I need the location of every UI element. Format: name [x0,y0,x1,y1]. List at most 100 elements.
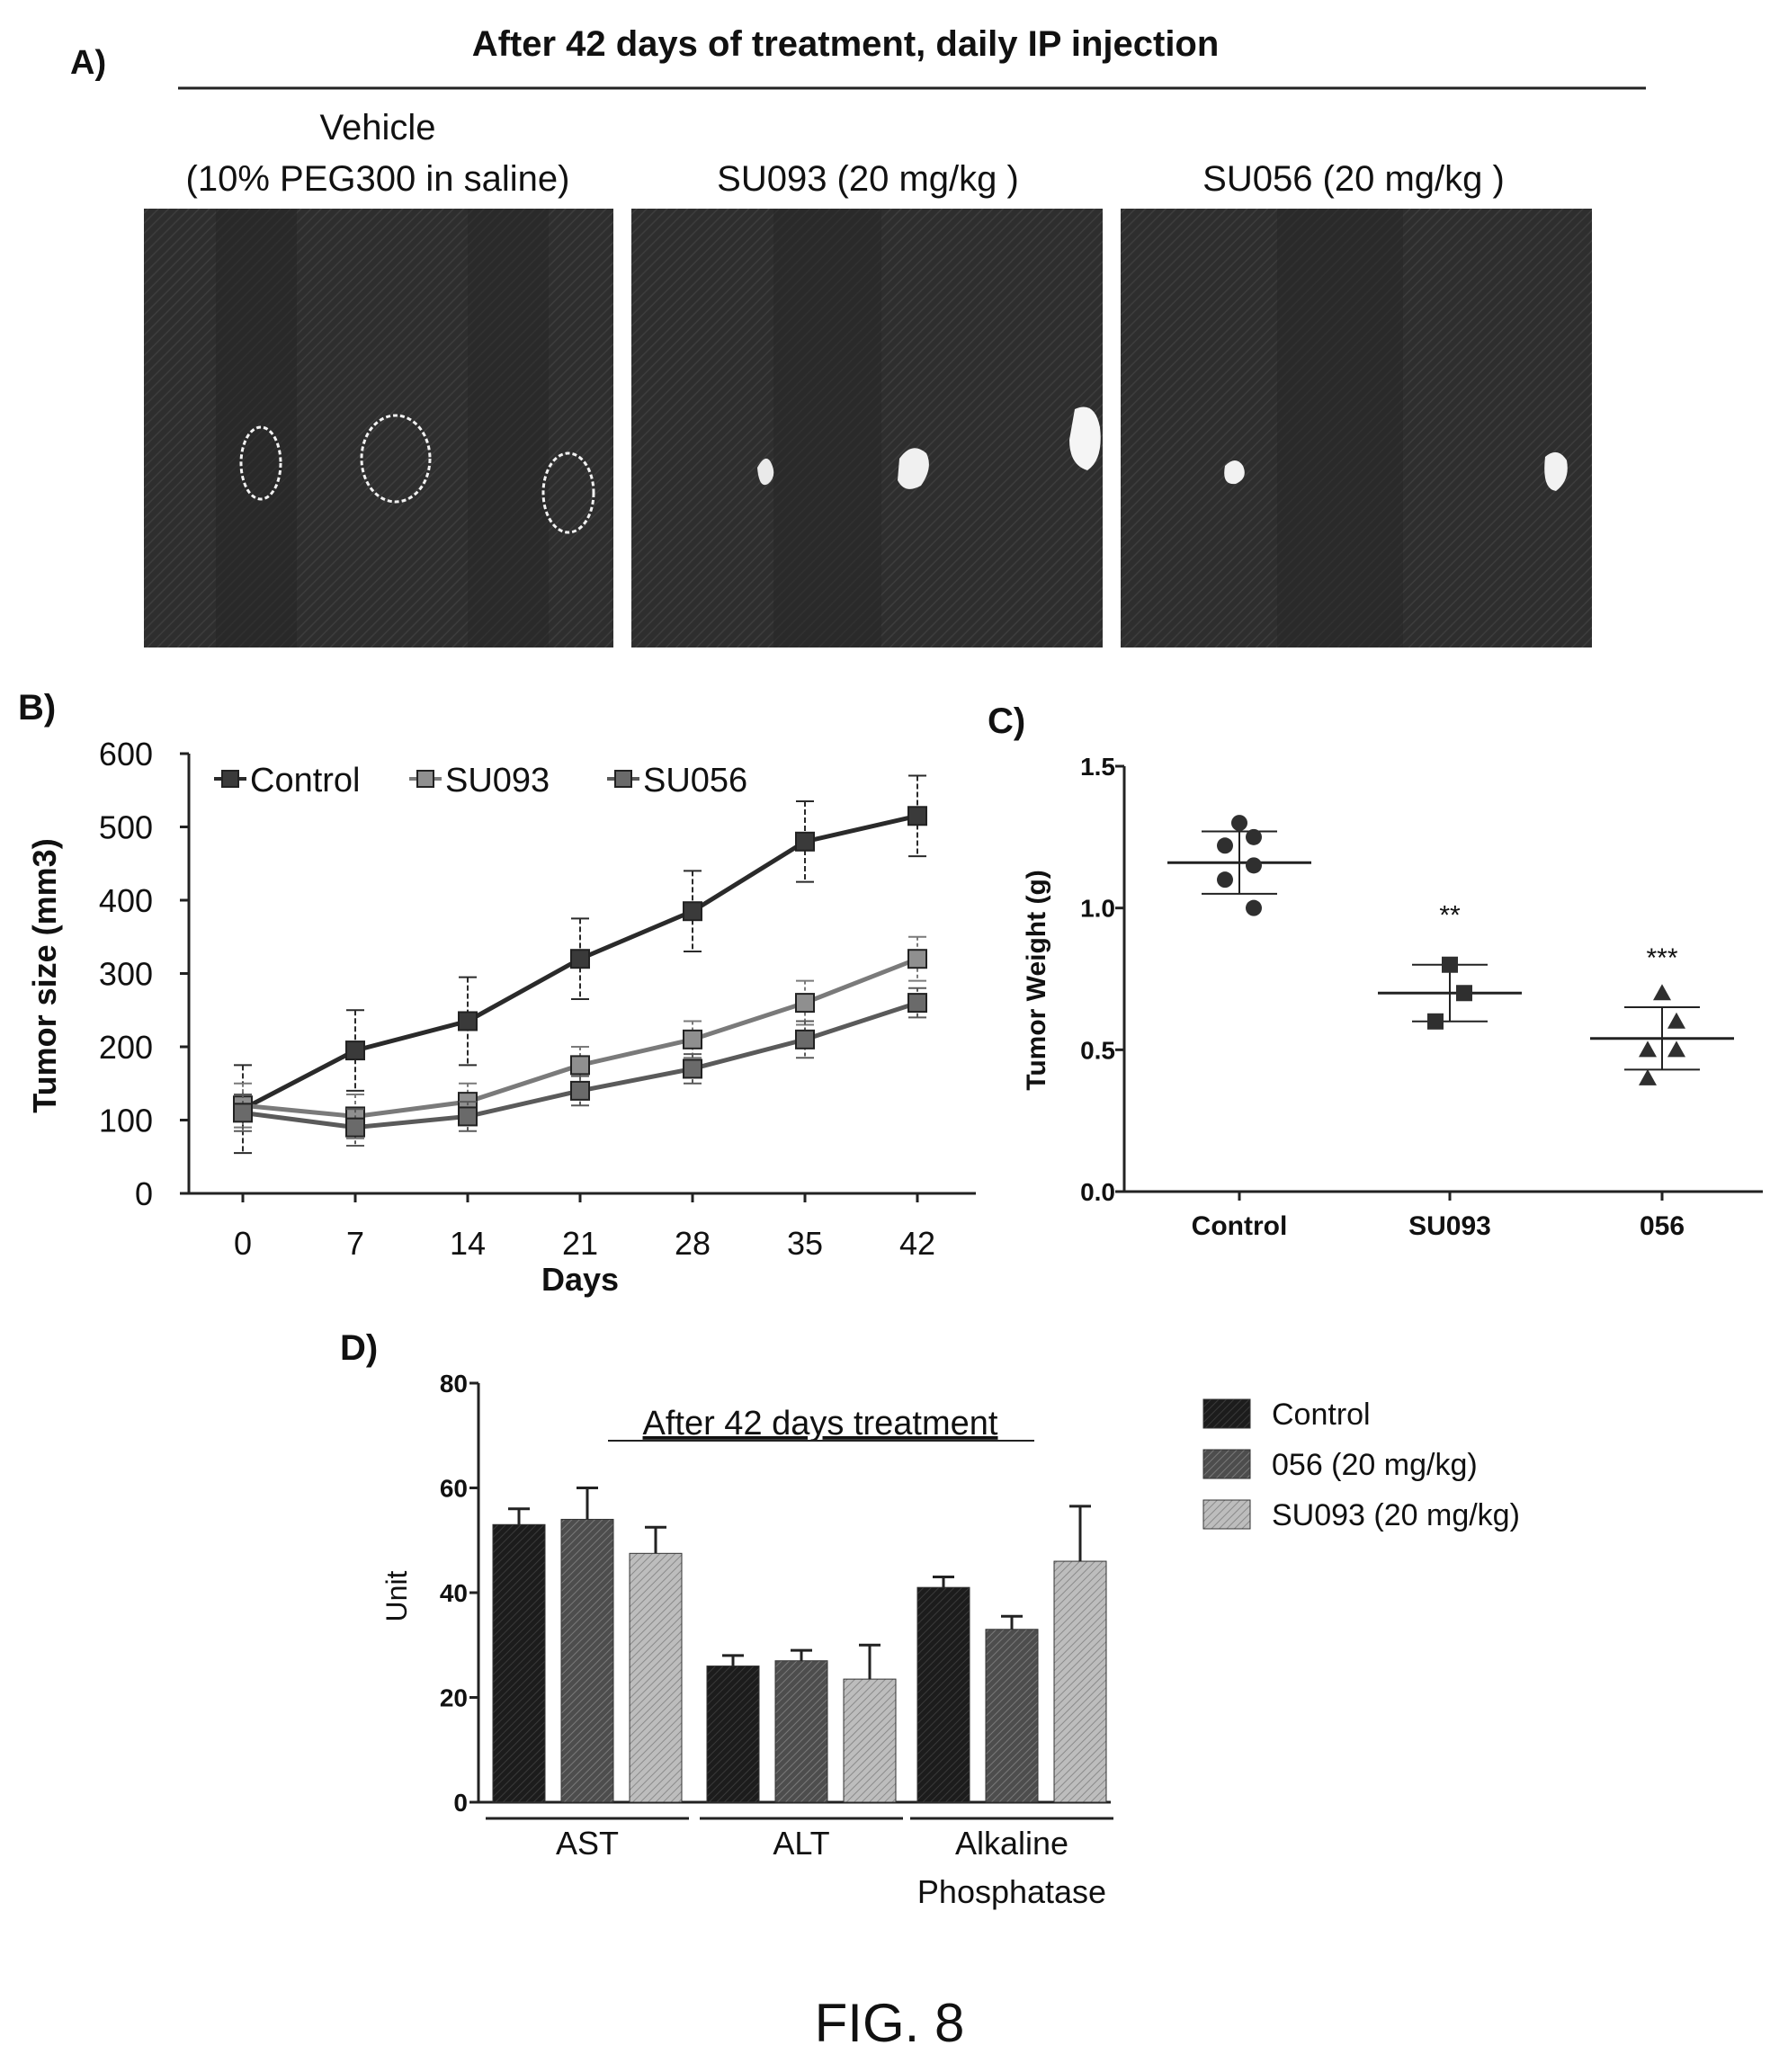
bar-alt [843,1678,897,1803]
data-point [907,993,927,1014]
bar-alt [706,1666,760,1803]
group-label-su093: SU093 (20 mg/kg ) [717,159,1019,199]
y-tick-label: 40 [440,1579,468,1607]
y-tick-label: 400 [99,882,153,919]
group-056: *** [1590,943,1734,1085]
legend-swatch [1202,1398,1251,1429]
panel-b-y-axis-label: Tumor size (mm3) [26,838,63,1112]
y-tick-label: 60 [440,1475,468,1503]
y-tick-label: 1.0 [1080,895,1115,923]
x-tick-label: 28 [675,1225,711,1262]
bar-ast [560,1518,614,1803]
data-point [1667,1012,1685,1029]
significance-marker: ** [1439,901,1461,931]
data-point [1217,871,1233,889]
group-control [1167,815,1311,916]
legend-marker [221,770,239,788]
data-point [1231,815,1247,832]
panel-c-y-axis-label: Tumor Weight (g) [1022,870,1051,1091]
panel-b-x-axis-label: Days [541,1261,619,1298]
data-point [1456,985,1472,1002]
y-tick-label: 600 [99,736,153,773]
x-tick-label: 0 [234,1225,252,1262]
data-point [458,1106,478,1127]
y-tick-label: 20 [440,1684,468,1712]
panel-d: D) After 42 days treatment Unit 0 20 40 60 8… [340,1328,1520,1910]
data-point [1246,857,1262,874]
data-point [1639,1068,1657,1085]
y-tick-label: 0 [453,1789,468,1817]
bar-ast [629,1552,683,1803]
y-tick-label: 300 [99,956,153,993]
data-point [795,993,815,1014]
x-tick-label: 056 [1640,1211,1685,1241]
tumor-mark [1069,406,1101,470]
x-tick-label: 35 [787,1225,823,1262]
x-tick-label: 14 [450,1225,486,1262]
data-point [683,901,702,922]
data-point [570,949,590,969]
panel-d-title: After 42 days treatment [643,1405,998,1442]
group-label-su056: SU056 (20 mg/kg ) [1202,159,1505,199]
panel-b: B) Tumor size (mm3) Days 0 100 200 300 400 50… [18,688,976,1298]
group-label-line2: Phosphatase [917,1873,1106,1910]
group-label-vehicle-line1: Vehicle [320,108,436,147]
series-control [233,774,927,1155]
bar-ast [492,1523,546,1803]
data-point [1246,828,1262,845]
x-tick-label: 7 [346,1225,364,1262]
legend-label-control: Control [250,762,361,799]
bar-alkaline-phosphatase [985,1629,1039,1803]
data-point [683,1029,702,1049]
data-point [1427,1013,1444,1030]
data-point [1639,1040,1657,1058]
y-tick-label: 200 [99,1029,153,1066]
tumor-mark [898,448,929,489]
panel-c-label: C) [988,701,1025,741]
data-point [1667,1040,1685,1058]
data-point [345,1040,365,1061]
x-tick-label: SU093 [1408,1211,1491,1241]
data-point [345,1117,365,1138]
figure-label: FIG. 8 [815,1993,965,2053]
data-point [1217,837,1233,854]
group-label-vehicle-line2: (10% PEG300 in saline) [186,159,570,199]
panel-c: C) Tumor Weight (g) 0.0 0.5 1.0 1.5 Control… [988,701,1763,1241]
photo-su056 [1121,209,1592,648]
y-tick-label: 0.5 [1080,1036,1115,1064]
series-su056 [233,987,927,1148]
data-point [795,831,815,852]
panel-d-label: D) [340,1328,378,1368]
group-label: ALT [773,1825,829,1862]
group-label: Alkaline [955,1825,1068,1862]
legend-swatch [1202,1499,1251,1530]
tumor-mark [757,458,774,486]
data-point [907,949,927,969]
data-point [907,806,927,826]
panel-b-label: B) [18,688,56,728]
y-tick-label: 100 [99,1103,153,1139]
photo-su093 [631,209,1103,648]
legend-label: Control [1272,1398,1371,1432]
bar-alkaline-phosphatase [1053,1560,1107,1803]
y-tick-label: 0.0 [1080,1178,1115,1206]
tumor-outline [360,414,432,504]
data-point [458,1011,478,1032]
photo-vehicle [144,209,613,648]
x-tick-label: 21 [562,1225,598,1262]
y-tick-label: 80 [440,1370,468,1398]
legend-label: 056 (20 mg/kg) [1272,1448,1478,1482]
panel-a-title: After 42 days of treatment, daily IP inj… [472,24,1220,64]
legend-marker [416,770,434,788]
group-label: AST [556,1825,619,1862]
x-tick-label: Control [1192,1211,1288,1241]
significance-marker: *** [1646,943,1677,973]
data-point [795,1029,815,1049]
data-point [570,1055,590,1076]
y-tick-label: 1.5 [1080,753,1115,781]
panel-a: A) After 42 days of treatment, daily IP … [70,24,1646,648]
bar-alkaline-phosphatase [916,1586,970,1803]
legend-label-su093: SU093 [445,762,550,799]
data-point [233,1103,253,1123]
